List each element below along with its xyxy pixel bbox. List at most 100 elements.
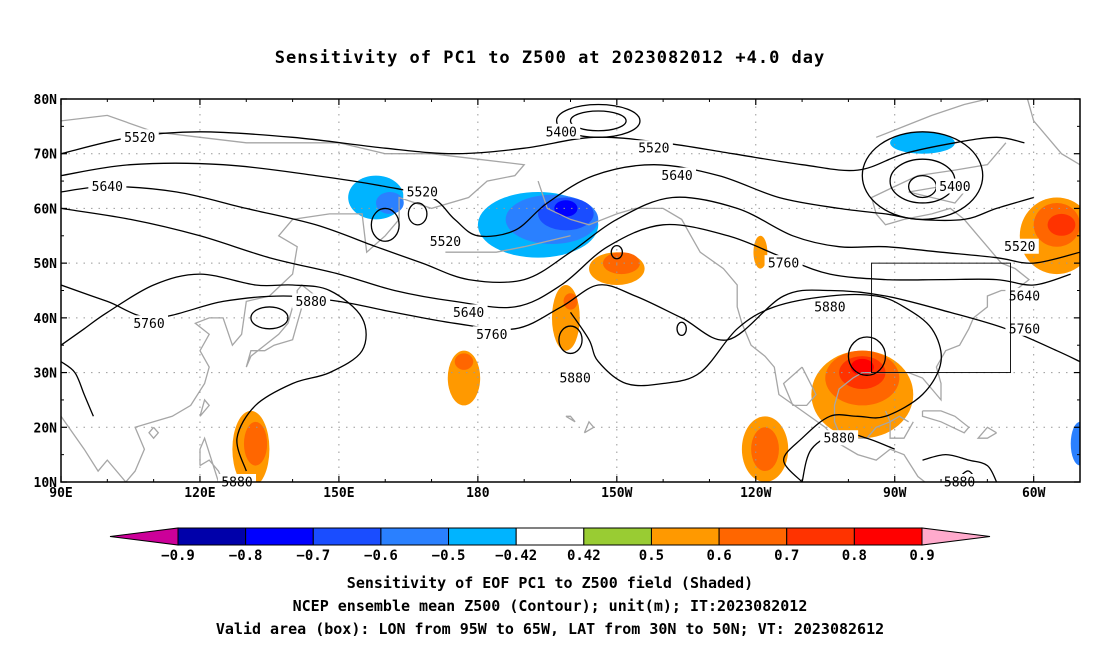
contour-label: 5880: [221, 476, 252, 491]
colorbar-tick-label: −0.8: [229, 548, 263, 564]
colorbar-tick-label: 0.42: [567, 548, 601, 564]
contour-label-bg: [810, 298, 849, 314]
coastline-segment: [537, 180, 965, 482]
contour-label: 5400: [939, 180, 970, 195]
z500-closed-contour: [555, 103, 641, 138]
colorbar-tick-label: −0.6: [364, 548, 398, 564]
z500-closed-contour: [861, 131, 984, 221]
contour-label: 5640: [661, 169, 692, 184]
colorbar-swatch: [786, 527, 855, 546]
contour-label-bg: [658, 167, 697, 183]
contour-label: 5760: [768, 257, 799, 272]
contour-label: 5520: [407, 186, 438, 201]
contour-label-bg: [449, 304, 488, 320]
contour-label-bg: [542, 123, 581, 139]
lon-tick-label: 60W: [1022, 486, 1046, 501]
sensitivity-shading: [232, 131, 1080, 482]
contour-label: 5880: [559, 372, 590, 387]
coastline-segment: [199, 398, 211, 417]
coastline-segment: [61, 114, 526, 482]
coastline-segment: [445, 235, 571, 253]
contour-labels: 5400 5400 5520 5520 5520 5520 5520 5640 5640 5640…: [88, 123, 1044, 491]
contour-label-bg: [634, 140, 673, 156]
sensitivity-patch: [454, 353, 474, 370]
z500-closed-contour: [370, 207, 400, 242]
z500-contour: [61, 361, 94, 417]
contour-label: 5520: [638, 142, 669, 157]
contour-label-bg: [472, 326, 511, 342]
z500-contour: [61, 284, 1080, 363]
contour-label-bg: [556, 370, 595, 386]
colorbar-tick-label: 0.6: [706, 548, 731, 564]
z500-closed-contour: [610, 244, 624, 260]
lon-tick-label: 90W: [883, 486, 907, 501]
z500-closed-contour: [569, 110, 627, 132]
sensitivity-patch: [243, 421, 268, 466]
z500-closed-contour: [847, 336, 887, 376]
lat-tick-label: 80N: [34, 93, 58, 108]
z500-contour: [61, 273, 367, 472]
contour-label: 5760: [1009, 322, 1040, 337]
caption-valid-area: Valid area (box): LON from 95W to 65W, L…: [215, 620, 885, 638]
colorbar-swatch: [312, 527, 382, 546]
contour-label-bg: [935, 178, 974, 194]
colorbar-low-triangle: [109, 527, 179, 546]
lat-tick-label: 10N: [34, 476, 58, 491]
z500-closed-contour: [407, 202, 428, 226]
lon-tick-label: 120W: [740, 486, 771, 501]
colorbar-tick-label: 0.5: [639, 548, 664, 564]
contour-label: 5880: [823, 432, 854, 447]
colorbar-swatch: [448, 527, 517, 546]
coastline-segment: [889, 415, 914, 439]
z500-contour: [61, 207, 1071, 309]
sensitivity-patch: [602, 252, 640, 275]
sensitivity-patch: [1047, 213, 1076, 236]
contour-label-bg: [1005, 320, 1044, 336]
contour-label: 5400: [546, 125, 577, 140]
contour-label: 5880: [944, 476, 975, 491]
contour-label: 5520: [124, 131, 155, 146]
colorbar-swatch: [245, 527, 314, 546]
lat-tick-label: 60N: [34, 202, 58, 217]
lon-tick-label: 150W: [601, 486, 632, 501]
colorbar-high-triangle: [921, 527, 991, 546]
colorbar-tick-label: −0.7: [296, 548, 330, 564]
contour-label-bg: [88, 178, 127, 194]
contour-label: 5640: [453, 306, 484, 321]
contour-label-bg: [764, 255, 803, 271]
valid-area-box: [871, 262, 1011, 374]
coastline-segment: [976, 426, 997, 439]
colorbar-tick-label: −0.5: [432, 548, 466, 564]
contour-label: 5880: [295, 295, 326, 310]
colorbar-swatch: [718, 527, 788, 546]
contour-label: 5640: [92, 180, 123, 195]
contour-label: 5880: [814, 300, 845, 315]
colorbar-swatch: [650, 527, 720, 546]
colorbar-tick-label: 0.9: [909, 548, 934, 564]
sensitivity-patch: [890, 131, 955, 154]
colorbar-swatch: [515, 527, 585, 546]
contour-label-bg: [120, 129, 159, 145]
colorbar-swatch: [380, 527, 450, 546]
contour-label-bg: [403, 184, 442, 200]
coastline-segment: [565, 415, 576, 423]
colorbar-swatch: [177, 527, 247, 546]
contour-label: 5640: [1009, 289, 1040, 304]
z500-contour: [922, 453, 998, 482]
coastline-segment: [1026, 99, 1080, 166]
lon-tick-label: 180: [466, 486, 490, 501]
contour-label-bg: [292, 293, 331, 309]
coastline-segment: [199, 436, 224, 482]
chart-title: Sensitivity of PC1 to Z500 at 2023082012…: [274, 48, 826, 68]
colorbar-tick-label: 0.7: [774, 548, 799, 564]
z500-contour: [61, 185, 1080, 283]
contour-label: 5760: [133, 317, 164, 332]
lat-tick-label: 70N: [34, 148, 58, 163]
caption-shading: Sensitivity of EOF PC1 to Z500 field (Sh…: [346, 574, 754, 592]
contour-label-bg: [130, 315, 169, 331]
lat-tick-label: 40N: [34, 312, 58, 327]
contour-label-bg: [1000, 238, 1039, 254]
